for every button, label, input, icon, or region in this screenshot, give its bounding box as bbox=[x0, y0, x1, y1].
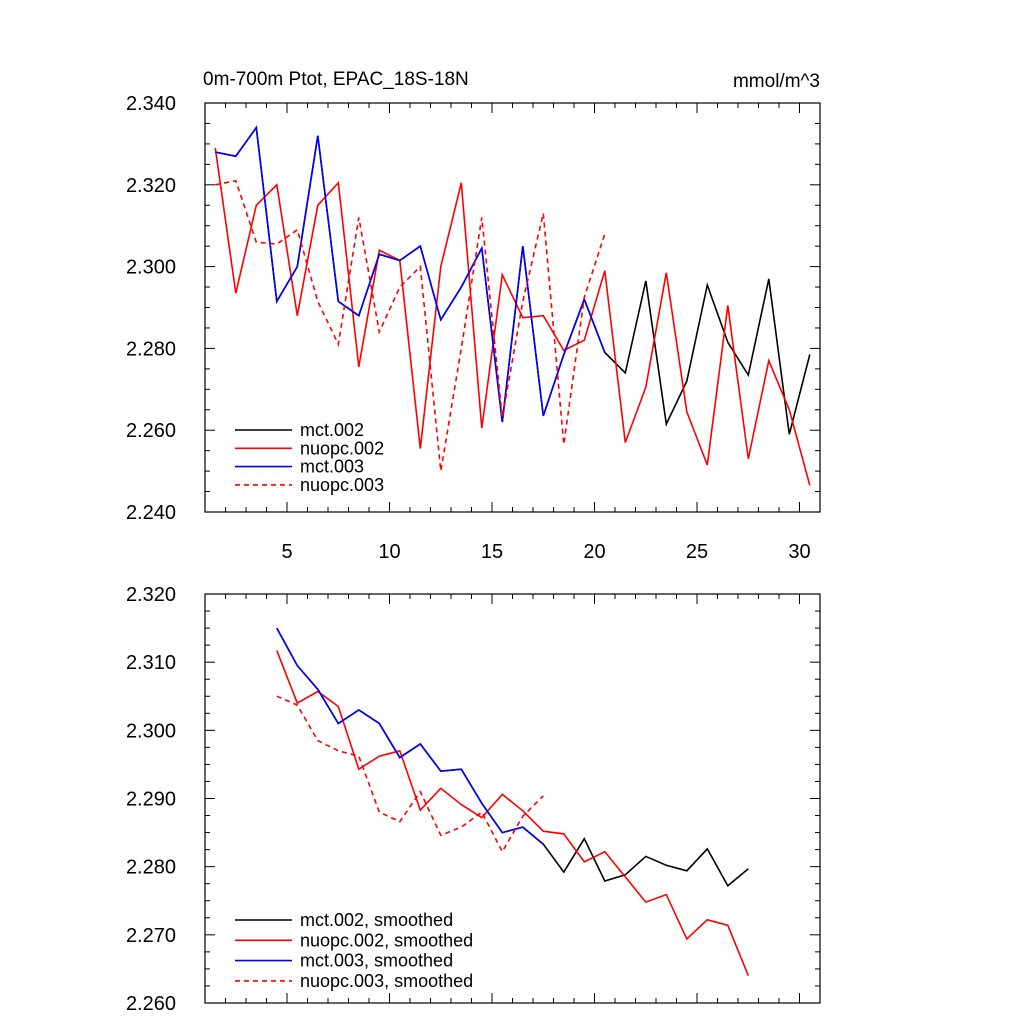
x-tick-label: 30 bbox=[788, 541, 810, 563]
x-tick-label: 20 bbox=[583, 541, 605, 563]
y-tick-label: 2.260 bbox=[126, 420, 176, 442]
y-tick-label: 2.300 bbox=[126, 257, 176, 279]
chart-title: 0m-700m Ptot, EPAC_18S-18N bbox=[203, 69, 469, 90]
legend-label: mct.003, smoothed bbox=[300, 951, 453, 971]
y-tick-label: 2.320 bbox=[126, 175, 176, 197]
series-line-nuopc-003-smoothed bbox=[276, 695, 544, 854]
y-tick-label: 2.290 bbox=[126, 789, 176, 811]
series-line-mct-003 bbox=[215, 125, 606, 423]
series-line-nuopc-002-smoothed bbox=[276, 650, 750, 977]
x-tick-label: 5 bbox=[281, 541, 292, 563]
y-tick-label: 2.340 bbox=[126, 93, 176, 115]
legend-label: nuopc.003, smoothed bbox=[300, 971, 473, 991]
x-tick-label: 15 bbox=[481, 541, 503, 563]
y-tick-label: 2.240 bbox=[126, 502, 176, 524]
series-line-mct-002-smoothed bbox=[276, 627, 749, 888]
series-line-nuopc-002 bbox=[214, 147, 811, 486]
bottom-panel: 2.260 2.270 2.280 2.290 2.300 2.310 2.320 mct.0… bbox=[126, 584, 821, 1015]
chart-units: mmol/m^3 bbox=[733, 71, 820, 92]
x-tick-label: 25 bbox=[686, 541, 708, 563]
x-tick-label: 10 bbox=[378, 541, 400, 563]
series-line-mct-003-smoothed bbox=[276, 627, 544, 845]
y-tick-label: 2.300 bbox=[126, 720, 176, 742]
legend-label: nuopc.003 bbox=[300, 475, 384, 495]
legend-label: mct.003 bbox=[300, 457, 364, 477]
legend-label: mct.002 bbox=[300, 420, 364, 440]
y-tick-label: 2.260 bbox=[126, 993, 176, 1015]
plot-frame bbox=[204, 593, 821, 1004]
series-line-nuopc-003 bbox=[215, 179, 606, 472]
y-tick-label: 2.280 bbox=[126, 338, 176, 360]
y-tick-label: 2.320 bbox=[126, 584, 176, 606]
top-panel: 5 10 15 20 25 30 2.240 2.260 2.280 2.300 2.320 2.34… bbox=[126, 93, 821, 563]
y-tick-label: 2.310 bbox=[126, 652, 176, 674]
y-tick-label: 2.270 bbox=[126, 925, 176, 947]
legend-label: nuopc.002, smoothed bbox=[300, 930, 473, 950]
legend-label: mct.002, smoothed bbox=[300, 910, 453, 930]
y-tick-label: 2.280 bbox=[126, 857, 176, 879]
legend-label: nuopc.002 bbox=[300, 438, 384, 458]
